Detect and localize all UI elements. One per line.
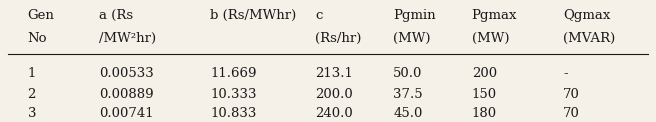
Text: c: c	[315, 9, 322, 22]
Text: -: -	[563, 67, 568, 80]
Text: a (Rs: a (Rs	[99, 9, 134, 22]
Text: (Rs/hr): (Rs/hr)	[315, 32, 361, 45]
Text: No: No	[28, 32, 47, 45]
Text: (MVAR): (MVAR)	[563, 32, 615, 45]
Text: 10.833: 10.833	[211, 107, 256, 120]
Text: 0.00741: 0.00741	[99, 107, 154, 120]
Text: 2: 2	[28, 88, 36, 101]
Text: (MW): (MW)	[394, 32, 431, 45]
Text: 150: 150	[472, 88, 497, 101]
Text: 11.669: 11.669	[211, 67, 257, 80]
Text: 45.0: 45.0	[394, 107, 422, 120]
Text: 0.00533: 0.00533	[99, 67, 154, 80]
Text: Pgmin: Pgmin	[394, 9, 436, 22]
Text: 70: 70	[563, 107, 580, 120]
Text: Qgmax: Qgmax	[563, 9, 611, 22]
Text: 1: 1	[28, 67, 36, 80]
Text: 200.0: 200.0	[315, 88, 353, 101]
Text: /MW²hr): /MW²hr)	[99, 32, 157, 45]
Text: (MW): (MW)	[472, 32, 509, 45]
Text: 200: 200	[472, 67, 497, 80]
Text: b (Rs/MWhr): b (Rs/MWhr)	[211, 9, 297, 22]
Text: Pgmax: Pgmax	[472, 9, 517, 22]
Text: 213.1: 213.1	[315, 67, 353, 80]
Text: 180: 180	[472, 107, 497, 120]
Text: 3: 3	[28, 107, 36, 120]
Text: 70: 70	[563, 88, 580, 101]
Text: 10.333: 10.333	[211, 88, 257, 101]
Text: 240.0: 240.0	[315, 107, 353, 120]
Text: 37.5: 37.5	[394, 88, 423, 101]
Text: Gen: Gen	[28, 9, 54, 22]
Text: 0.00889: 0.00889	[99, 88, 154, 101]
Text: 50.0: 50.0	[394, 67, 422, 80]
